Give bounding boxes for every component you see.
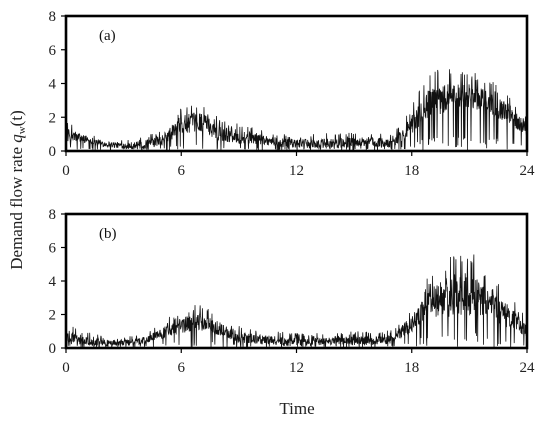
x-tick-label-b-0: 0 [62, 360, 70, 376]
y-tick-label-b-3: 6 [49, 241, 57, 257]
x-tick-label-a-2: 12 [289, 163, 304, 179]
y-axis-title-sub: w [16, 126, 28, 134]
y-tick-label-b-4: 8 [49, 207, 57, 223]
y-tick-label-b-0: 0 [49, 341, 57, 357]
y-tick-label-a-4: 8 [49, 9, 57, 25]
x-tick-label-a-3: 18 [404, 163, 419, 179]
x-tick-label-a-0: 0 [62, 163, 70, 179]
series-line-b [65, 254, 528, 349]
y-tick-label-b-2: 4 [49, 274, 57, 290]
x-tick-label-b-2: 12 [289, 360, 304, 376]
x-tick-label-b-1: 6 [178, 360, 186, 376]
y-axis-title-q: q [7, 134, 26, 143]
panel-label-b: (b) [99, 226, 117, 242]
plot-frame-b [64, 212, 529, 350]
y-tick-label-a-0: 0 [49, 144, 57, 160]
y-tick-label-a-1: 2 [49, 110, 57, 126]
x-tick-label-b-3: 18 [404, 360, 419, 376]
series-line-a [65, 69, 528, 153]
panel-label-a: (a) [99, 28, 116, 44]
x-tick-label-a-4: 24 [520, 163, 536, 179]
y-tick-label-a-2: 4 [49, 77, 57, 93]
x-tick-label-b-4: 24 [520, 360, 536, 376]
y-axis-title-main: Demand flow rate [7, 143, 26, 270]
y-tick-label-a-3: 6 [49, 43, 57, 59]
x-tick-label-a-1: 6 [178, 163, 186, 179]
y-tick-label-b-1: 2 [49, 308, 57, 324]
plot-frame-a [64, 14, 529, 153]
x-axis-title: Time [279, 399, 314, 418]
y-axis-title: Demand flow rate qw(t) [7, 110, 28, 269]
y-axis-title-arg: (t) [7, 110, 26, 126]
